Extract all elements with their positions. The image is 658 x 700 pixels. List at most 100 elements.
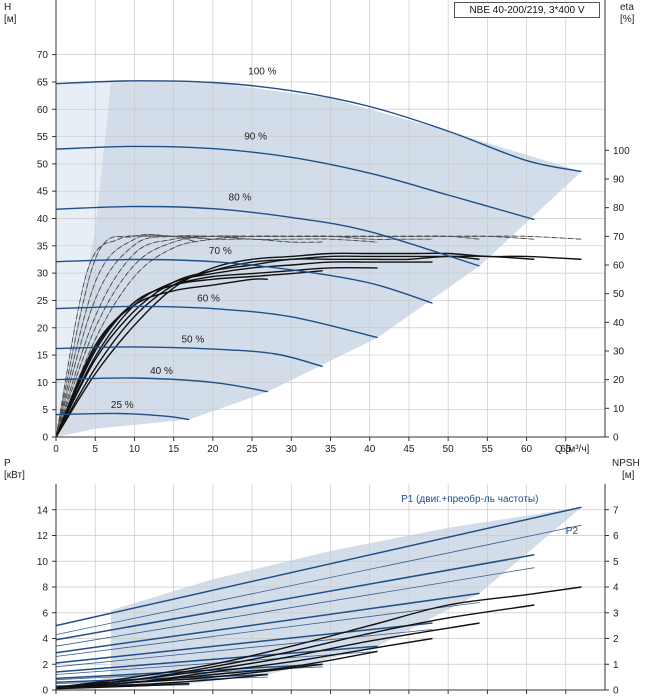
head-tick-label: 25 [37, 296, 49, 307]
eta-tick-label: 30 [613, 346, 625, 357]
head-axis-label: H [4, 2, 11, 13]
flow-tick-label: 10 [129, 444, 141, 455]
flow-tick-label: 50 [443, 444, 455, 455]
p2-curve [55, 602, 480, 657]
flow-tick-label: 25 [247, 444, 259, 455]
power-axis-label: P [4, 458, 11, 469]
head-tick-label: 15 [37, 351, 49, 362]
flow-tick-label: 45 [403, 444, 415, 455]
head-axis-unit: [м] [4, 14, 17, 25]
eta-tick-label: 0 [613, 433, 619, 444]
power-tick-label: 10 [37, 557, 49, 568]
head-curve [55, 205, 480, 267]
efficiency-thin-curve [55, 234, 378, 438]
eta-tick-label: 100 [613, 146, 630, 157]
head-curve-label: 90 % [244, 131, 267, 142]
flow-tick-label: 35 [325, 444, 337, 455]
efficiency-thin-curve [55, 235, 433, 438]
power-tick-label: 6 [42, 608, 48, 619]
eta-tick-label: 60 [613, 260, 625, 271]
axis-titles: H [м] eta [%] Q [м³/ч] P [кВт] NPSH [м] [4, 2, 640, 481]
flow-tick-label: 20 [207, 444, 219, 455]
head-tick-label: 50 [37, 159, 49, 170]
npsh-curve [55, 586, 582, 689]
flow-tick-label: 65 [560, 444, 572, 455]
head-tick-label: 65 [37, 77, 49, 88]
pump-model-title: NBE 40-200/219, 3*400 V [454, 2, 600, 18]
flow-tick-label: 5 [92, 444, 98, 455]
p2-curve [55, 567, 535, 647]
power-tick-label: 14 [37, 505, 49, 516]
efficiency-thin-curve [55, 234, 323, 438]
flow-tick-label: 55 [482, 444, 494, 455]
head-tick-label: 5 [42, 405, 48, 416]
power-annotation: P1 (двиг.+преобр-ль частоты) [401, 493, 538, 505]
eta-tick-label: 70 [613, 232, 625, 243]
npsh-curve [55, 673, 268, 689]
efficiency-curve [55, 261, 433, 438]
npsh-axis-label: NPSH [612, 458, 640, 469]
head-tick-label: 30 [37, 269, 49, 280]
npsh-axis-unit: [м] [622, 470, 635, 481]
npsh-tick-label: 1 [613, 660, 619, 671]
head-curve [55, 258, 433, 304]
npsh-tick-label: 0 [613, 686, 619, 697]
head-curve [55, 346, 323, 368]
flow-tick-label: 15 [168, 444, 180, 455]
head-tick-label: 40 [37, 214, 49, 225]
head-curve [55, 80, 582, 173]
p2-curve [55, 629, 433, 668]
npsh-curve [55, 663, 323, 689]
head-curve-label: 40 % [150, 366, 173, 377]
flow-tick-label: 30 [286, 444, 298, 455]
p1-curve [55, 592, 480, 654]
head-curve [55, 377, 268, 393]
p1-curve [55, 506, 582, 627]
head-curve-label: 50 % [181, 334, 204, 345]
head-tick-label: 55 [37, 132, 49, 143]
head-tick-label: 60 [37, 105, 49, 116]
power-tick-label: 0 [42, 686, 48, 697]
power-tick-label: 12 [37, 531, 49, 542]
npsh-tick-label: 5 [613, 557, 619, 568]
eta-axis-label: eta [620, 2, 634, 13]
p1-curve [55, 554, 535, 641]
eta-tick-label: 50 [613, 289, 625, 300]
power-tick-label: 8 [42, 583, 48, 594]
npsh-tick-label: 3 [613, 608, 619, 619]
power-axis-unit: [кВт] [4, 470, 25, 481]
head-chart-axes: 0510152025303540455055606570010203040506… [37, 0, 630, 455]
head-tick-label: 20 [37, 323, 49, 334]
flow-tick-label: 60 [521, 444, 533, 455]
p1-curve [55, 622, 433, 664]
p2-curve [55, 524, 582, 635]
head-tick-label: 35 [37, 241, 49, 252]
eta-tick-label: 40 [613, 318, 625, 329]
efficiency-curve [55, 278, 268, 438]
head-curve [55, 412, 190, 421]
flow-tick-label: 40 [364, 444, 376, 455]
head-curve-label: 25 % [111, 400, 134, 411]
eta-tick-label: 20 [613, 375, 625, 386]
head-tick-label: 10 [37, 378, 49, 389]
flow-tick-label: 0 [53, 444, 59, 455]
npsh-curve [55, 682, 190, 690]
head-curve-label: 70 % [209, 246, 232, 257]
efficiency-curve [55, 255, 480, 438]
power-annotation: P2 [566, 526, 579, 537]
power-tick-label: 2 [42, 660, 48, 671]
npsh-curve [55, 622, 480, 689]
efficiency-curve [55, 266, 378, 438]
head-tick-label: 70 [37, 50, 49, 61]
efficiency-thin-curve [55, 235, 198, 438]
npsh-tick-label: 4 [613, 583, 619, 594]
eta-tick-label: 90 [613, 174, 625, 185]
eta-tick-label: 10 [613, 404, 625, 415]
head-tick-label: 45 [37, 187, 49, 198]
eta-tick-label: 80 [613, 203, 625, 214]
head-curve [55, 305, 378, 339]
head-tick-label: 0 [42, 433, 48, 444]
head-curve-label: 100 % [248, 66, 276, 77]
